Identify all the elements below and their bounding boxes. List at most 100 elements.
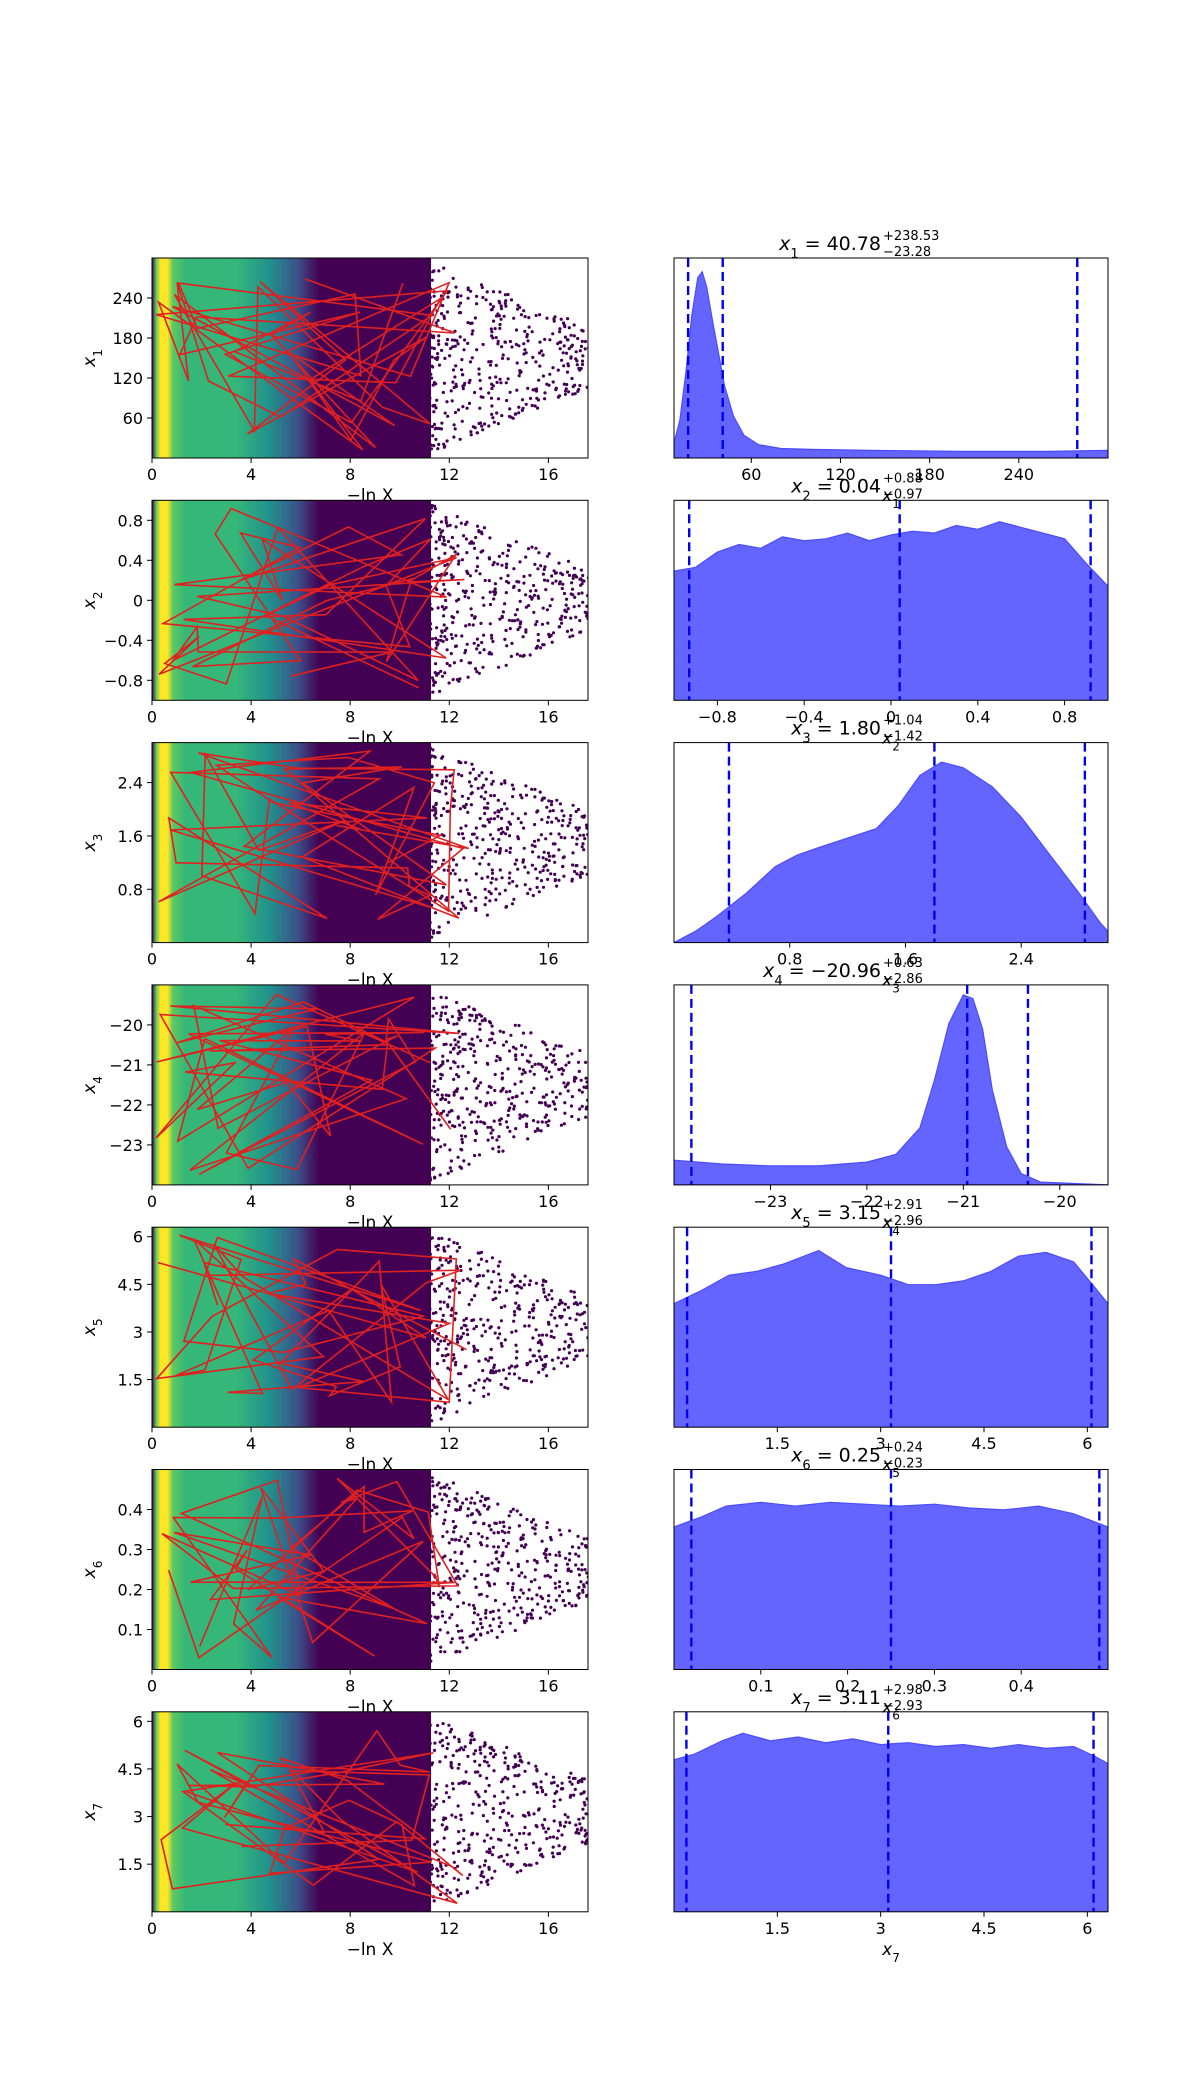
live-point-trace xyxy=(155,993,460,1176)
title-median: = 3.11 xyxy=(811,1687,881,1709)
y-tick-label: 2.4 xyxy=(118,774,143,793)
title-upper-error: +1.04 xyxy=(883,714,923,729)
x-tick-label: 0 xyxy=(147,1434,157,1453)
x-tick-label: 8 xyxy=(345,1434,355,1453)
trace-panel-4: −23−22−21−200 4 8 12 16−ln Xx4 xyxy=(80,984,589,1233)
histogram-frame xyxy=(673,1711,1109,1913)
trace-y-label: x7 xyxy=(80,1803,105,1822)
y-tick-label: 4.5 xyxy=(118,1760,143,1779)
x-tick-label: 16 xyxy=(538,1434,558,1453)
hist-x-label-subscript: 6 xyxy=(892,1709,900,1723)
scatter-points xyxy=(419,1714,588,1912)
x-tick-label: 16 xyxy=(538,707,558,726)
x-tick-label: 4 xyxy=(246,1677,256,1696)
hist-x-tick-label: 180 xyxy=(914,465,945,484)
trace-y-label-subscript: 3 xyxy=(91,834,105,842)
title-lower-error: −0.23 xyxy=(883,1457,923,1472)
title-subscript: 5 xyxy=(802,1216,810,1231)
hist-x-tick-label: 6 xyxy=(1082,1434,1092,1453)
trace-y-label-subscript: 5 xyxy=(91,1318,105,1326)
scatter-points xyxy=(419,1229,588,1428)
hist-x-tick-label: 0.8 xyxy=(1052,707,1077,726)
title-subscript: 6 xyxy=(802,1458,810,1473)
y-tick-label: 3 xyxy=(133,1808,143,1827)
hist-x-tick-label: 6 xyxy=(1082,1919,1092,1938)
trace-frame xyxy=(151,1469,589,1670)
hist-x-tick-label: 240 xyxy=(1004,465,1035,484)
title-param: x xyxy=(790,1687,803,1709)
y-tick-label: 0.2 xyxy=(118,1581,143,1600)
hist-x-tick-label: −22 xyxy=(850,1192,884,1211)
trace-frame xyxy=(151,257,589,459)
y-tick-label: 3 xyxy=(133,1323,143,1342)
trace-x-label: −ln X xyxy=(347,1940,394,1960)
live-point-trace xyxy=(155,278,456,451)
trace-frame xyxy=(151,742,589,944)
scatter-points xyxy=(419,988,588,1183)
histogram-title: x5 = 3.15 +2.91−2.96 xyxy=(790,1198,923,1231)
title-main: x2 = 0.04 xyxy=(790,475,881,504)
x-tick-label: 0 xyxy=(147,1677,157,1696)
hist-x-label-subscript: 3 xyxy=(892,982,900,996)
hist-x-tick-label: −0.8 xyxy=(698,707,737,726)
x-tick-label: 4 xyxy=(246,1919,256,1938)
hist-x-label-subscript: 4 xyxy=(892,1224,900,1238)
x-tick-label: 12 xyxy=(439,1919,459,1938)
posterior-density xyxy=(674,994,1108,1185)
y-tick-label: 120 xyxy=(112,369,143,388)
title-median: = 3.15 xyxy=(811,1202,881,1224)
trace-plot-area xyxy=(152,500,588,701)
y-tick-label: 1.5 xyxy=(118,1855,143,1874)
y-tick-label: −20 xyxy=(109,1016,143,1035)
x-tick-label: 0 xyxy=(147,465,157,484)
hist-x-tick-label: 1.6 xyxy=(893,950,918,969)
hist-x-tick-label: 0.4 xyxy=(1008,1677,1033,1696)
title-upper-error: +2.91 xyxy=(883,1198,923,1213)
x-tick-label: 0 xyxy=(147,1919,157,1938)
scatter-points xyxy=(419,502,588,699)
hist-x-tick-label: 0.4 xyxy=(965,707,990,726)
histogram-frame xyxy=(673,1226,1109,1428)
hist-x-tick-label: −23 xyxy=(754,1192,788,1211)
hist-x-tick-label: 0.8 xyxy=(777,950,802,969)
title-upper-error: +2.98 xyxy=(883,1683,923,1698)
y-tick-label: 6 xyxy=(133,1228,143,1247)
row-4: −23−22−21−200 4 8 12 16−ln Xx4−23 −22 −21 −20x4… xyxy=(80,956,1109,1238)
x-tick-label: 8 xyxy=(345,1677,355,1696)
y-tick-label: 180 xyxy=(112,329,143,348)
title-upper-error: +238.53 xyxy=(883,229,939,244)
title-median: = 1.80 xyxy=(811,718,881,740)
hist-x-label-subscript: 7 xyxy=(892,1951,900,1965)
x-tick-label: 0 xyxy=(147,950,157,969)
title-subscript: 1 xyxy=(790,247,798,262)
title-main: x1 = 40.78 xyxy=(778,233,881,262)
x-tick-label: 0 xyxy=(147,1192,157,1211)
histogram-frame xyxy=(673,742,1109,944)
trace-plot-area xyxy=(152,1469,588,1670)
posterior-density xyxy=(674,521,1108,701)
title-lower-error: −2.93 xyxy=(883,1699,923,1714)
hist-x-label-subscript: 5 xyxy=(892,1466,900,1480)
y-tick-label: −0.8 xyxy=(104,671,143,690)
trace-plot-area xyxy=(152,742,588,943)
x-tick-label: 8 xyxy=(345,950,355,969)
trace-y-label-subscript: 4 xyxy=(91,1076,105,1084)
x-tick-label: 4 xyxy=(246,1192,256,1211)
y-tick-label: 60 xyxy=(123,409,143,428)
hist-x-tick-label: −0.4 xyxy=(785,707,824,726)
y-tick-label: 4.5 xyxy=(118,1275,143,1294)
title-param: x xyxy=(790,1445,803,1467)
x-tick-label: 12 xyxy=(439,1434,459,1453)
y-tick-label: −22 xyxy=(109,1096,143,1115)
x-tick-label: 4 xyxy=(246,707,256,726)
trace-y-label-subscript: 7 xyxy=(91,1803,105,1811)
x-tick-label: 8 xyxy=(345,707,355,726)
title-lower-error: −1.42 xyxy=(883,730,923,745)
